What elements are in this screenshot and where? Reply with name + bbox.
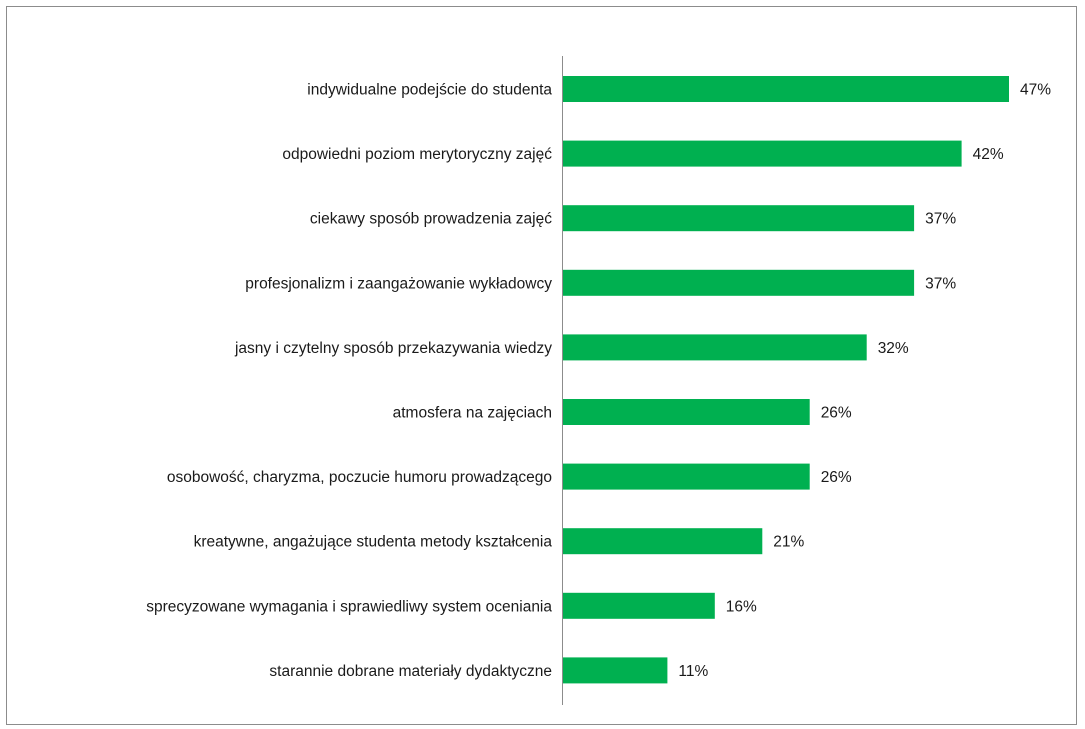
bar bbox=[563, 140, 962, 167]
data-label: 37% bbox=[925, 275, 956, 292]
category-label: ciekawy sposób prowadzenia zajęć bbox=[310, 211, 552, 228]
category-label: jasny i czytelny sposób przekazywania wi… bbox=[234, 340, 552, 357]
bar bbox=[563, 528, 763, 555]
bar bbox=[563, 657, 668, 684]
category-labels-layer: indywidualne podejście do studenta odpowi… bbox=[146, 82, 552, 680]
chart-frame bbox=[6, 6, 1077, 725]
data-label: 16% bbox=[726, 598, 757, 615]
data-label: 37% bbox=[925, 211, 956, 228]
category-label: indywidualne podejście do studenta bbox=[307, 82, 552, 99]
category-label: profesjonalizm i zaangażowanie wykładowc… bbox=[245, 275, 552, 292]
data-label: 26% bbox=[821, 405, 852, 422]
data-label: 21% bbox=[773, 534, 804, 551]
data-label: 47% bbox=[1020, 82, 1051, 99]
data-label: 42% bbox=[973, 146, 1004, 163]
bars-layer bbox=[563, 76, 1009, 684]
bar bbox=[563, 463, 810, 490]
category-label: atmosfera na zajęciach bbox=[393, 405, 552, 422]
bar bbox=[563, 399, 810, 425]
data-label: 32% bbox=[878, 340, 909, 357]
data-label: 11% bbox=[678, 663, 708, 680]
category-label: kreatywne, angażujące studenta metody ks… bbox=[194, 534, 553, 551]
bar bbox=[563, 205, 915, 232]
bar bbox=[563, 76, 1009, 102]
bar bbox=[563, 592, 715, 619]
data-label: 26% bbox=[821, 469, 852, 486]
category-label: odpowiedni poziom merytoryczny zajęć bbox=[282, 146, 552, 163]
category-label: osobowość, charyzma, poczucie humoru pro… bbox=[167, 469, 552, 486]
category-label: sprecyzowane wymagania i sprawiedliwy sy… bbox=[146, 598, 552, 615]
category-label: starannie dobrane materiały dydaktyczne bbox=[269, 663, 552, 680]
value-labels-layer: 47% 42% 37% 37% 32% 26% 26% 21% 16% 11% bbox=[678, 82, 1051, 680]
bar bbox=[563, 269, 915, 296]
bar bbox=[563, 334, 867, 361]
